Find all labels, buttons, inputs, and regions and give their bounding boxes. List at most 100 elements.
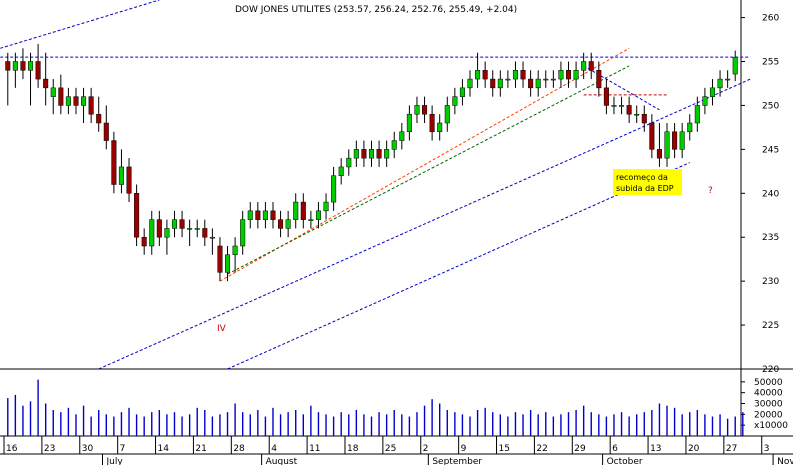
- y-tick-label: 240: [762, 189, 779, 199]
- upper-channel-line: [0, 0, 160, 49]
- day-tick-label: 27: [726, 444, 737, 454]
- day-tick-label: 30: [82, 444, 94, 454]
- candle-up: [581, 61, 587, 71]
- descending-line: [583, 65, 660, 111]
- month-label: September: [432, 457, 482, 465]
- day-tick-label: 18: [347, 444, 359, 454]
- candle-up: [149, 219, 155, 247]
- chart-title: DOW JONES UTILITES (253.57, 256.24, 252.…: [235, 5, 517, 15]
- volume-tick-label: 40000: [754, 389, 783, 399]
- candle-up: [543, 78, 549, 81]
- candle-down: [376, 149, 382, 159]
- candle-down: [88, 96, 94, 115]
- volume-bars: [7, 379, 744, 436]
- candle-up: [475, 70, 481, 80]
- candle-up: [384, 149, 390, 159]
- candle-up: [225, 254, 231, 273]
- candle-up: [323, 201, 329, 212]
- day-tick-label: 14: [158, 444, 170, 454]
- candle-up: [209, 236, 215, 239]
- candle-up: [437, 122, 443, 133]
- candle-up: [406, 113, 412, 133]
- candle-down: [35, 61, 41, 80]
- candle-down: [278, 219, 284, 229]
- annotation-box: [613, 169, 682, 195]
- candle-down: [422, 105, 428, 115]
- candle-down: [596, 70, 602, 89]
- y-tick-label: 245: [762, 145, 779, 155]
- candle-up: [444, 105, 450, 124]
- candle-up: [725, 78, 731, 81]
- day-tick-label: 29: [574, 444, 586, 454]
- candle-down: [134, 193, 140, 238]
- y-tick-label: 255: [762, 58, 779, 68]
- month-label: October: [607, 457, 643, 465]
- candle-up: [512, 70, 518, 80]
- candle-down: [603, 87, 609, 106]
- y-tick-label: 230: [762, 277, 779, 287]
- candle-up: [308, 219, 314, 221]
- candle-up: [619, 105, 625, 107]
- candle-up: [331, 175, 337, 203]
- y-tick-label: 250: [762, 101, 779, 111]
- day-tick-label: 16: [6, 444, 18, 454]
- candle-up: [391, 140, 397, 150]
- candle-down: [672, 131, 678, 150]
- candles: [5, 43, 738, 282]
- candle-up: [717, 78, 723, 89]
- candle-down: [141, 236, 147, 247]
- candle-up: [315, 210, 321, 220]
- candle-up: [709, 87, 716, 97]
- candle-down: [96, 113, 102, 124]
- candle-up: [232, 245, 238, 256]
- candle-up: [505, 78, 511, 81]
- candle-up: [702, 96, 708, 106]
- candle-down: [565, 70, 572, 80]
- candle-up: [118, 166, 124, 185]
- day-tick-label: 23: [44, 444, 55, 454]
- day-tick-label: 15: [499, 444, 510, 454]
- month-label: July: [106, 457, 124, 465]
- candle-down: [179, 219, 185, 229]
- candle-down: [641, 113, 647, 124]
- volume-tick-label: x10000: [754, 421, 788, 431]
- candle-up: [550, 78, 556, 81]
- day-tick-label: 4: [271, 444, 277, 454]
- candle-up: [694, 105, 700, 124]
- candle-up: [467, 78, 473, 89]
- candle-up: [573, 70, 579, 80]
- candle-up: [247, 210, 253, 220]
- candle-down: [429, 113, 435, 133]
- candle-up: [353, 149, 359, 159]
- day-tick-label: 2: [423, 444, 429, 454]
- candle-up: [240, 219, 246, 247]
- month-label: November: [777, 457, 793, 465]
- candle-down: [126, 166, 132, 194]
- candle-up: [399, 131, 405, 141]
- candle-up: [346, 157, 352, 168]
- candle-up: [50, 87, 56, 97]
- question-mark: ?: [708, 186, 713, 196]
- day-tick-label: 3: [764, 444, 770, 454]
- candle-up: [12, 61, 18, 71]
- wave-label-iv: IV: [217, 324, 227, 334]
- candle-down: [43, 78, 49, 89]
- candle-up: [262, 210, 268, 220]
- annotation-line-2: subida da EDP: [616, 184, 674, 193]
- day-tick-label: 6: [612, 444, 618, 454]
- candle-up: [414, 105, 420, 115]
- candle-up: [497, 78, 503, 89]
- candle-up: [293, 201, 299, 220]
- candle-up: [535, 78, 541, 89]
- candle-up: [27, 61, 34, 71]
- candle-up: [634, 113, 640, 116]
- candle-down: [270, 210, 276, 220]
- candle-up: [338, 166, 344, 176]
- candle-down: [5, 61, 11, 71]
- candle-up: [459, 87, 465, 97]
- candle-up: [81, 96, 87, 106]
- y-tick-label: 225: [762, 321, 779, 331]
